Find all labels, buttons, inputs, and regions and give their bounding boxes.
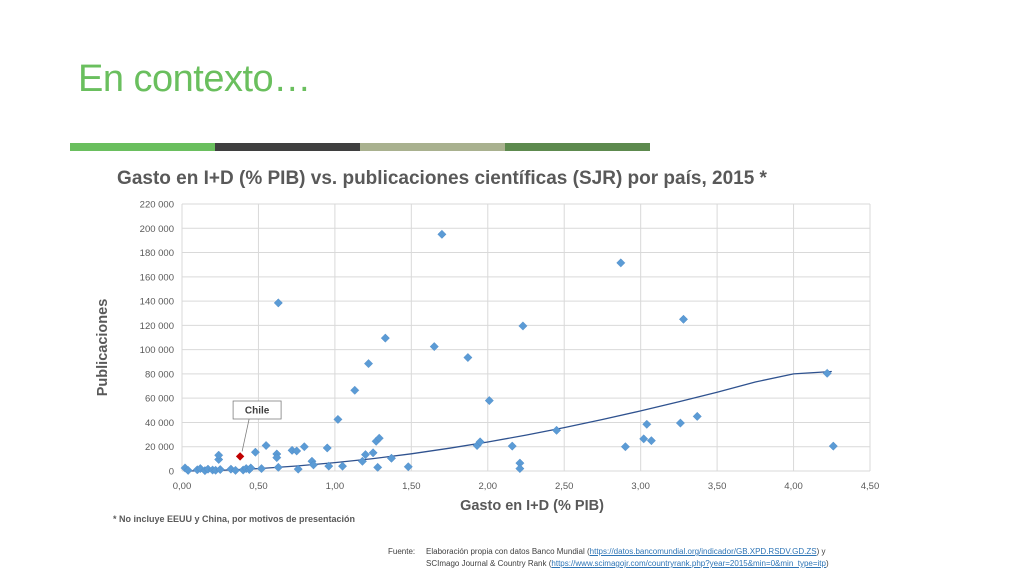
- source-label: Fuente:: [388, 547, 416, 556]
- data-point: [616, 258, 626, 268]
- data-point: [231, 465, 240, 475]
- data-point: [246, 463, 256, 473]
- data-point: [261, 441, 271, 450]
- data-point: [380, 333, 390, 343]
- title-accent-bar: [70, 143, 650, 151]
- data-point: [292, 446, 302, 456]
- data-point: [373, 462, 383, 472]
- callout-leader: [241, 418, 250, 452]
- x-tick-label: 1,50: [402, 481, 421, 492]
- data-point: [299, 442, 309, 452]
- data-point: [357, 456, 367, 466]
- data-point: [257, 464, 266, 474]
- data-point: [475, 437, 485, 447]
- data-point: [368, 448, 378, 458]
- data-point: [828, 441, 838, 451]
- data-point: [822, 368, 832, 378]
- y-tick-label: 140 000: [140, 297, 174, 308]
- data-point: [322, 443, 332, 453]
- data-point: [272, 453, 282, 463]
- data-point: [350, 385, 360, 395]
- scimago-link[interactable]: https://www.scimagojr.com/countryrank.ph…: [551, 559, 826, 568]
- data-point: [429, 342, 439, 352]
- data-point: [273, 462, 283, 472]
- x-tick-label: 3,00: [631, 481, 650, 492]
- y-tick-label: 100 000: [140, 345, 174, 356]
- data-point: [484, 396, 494, 406]
- data-point: [250, 447, 260, 457]
- source-text-1: Elaboración propia con datos Banco Mundi…: [426, 547, 590, 556]
- data-point: [639, 434, 649, 444]
- x-tick-label: 2,00: [479, 481, 498, 492]
- x-tick-label: 1,00: [326, 481, 345, 492]
- worldbank-link[interactable]: https://datos.bancomundial.org/indicador…: [589, 547, 817, 556]
- footnote: * No incluye EEUU y China, por motivos d…: [113, 514, 356, 524]
- slide-title: En contexto…: [78, 58, 311, 100]
- y-tick-label: 180 000: [140, 248, 174, 259]
- source-end-2: ): [825, 559, 829, 568]
- data-point: [338, 461, 348, 471]
- source-note: Fuente: Elaboración propia con datos Banc…: [388, 546, 829, 570]
- x-tick-label: 4,00: [784, 481, 803, 492]
- data-point: [215, 465, 225, 475]
- x-axis-label: Gasto en I+D (% PIB): [460, 498, 604, 514]
- data-point: [374, 433, 384, 443]
- data-point: [620, 442, 630, 452]
- accent-segment-3: [360, 143, 505, 151]
- y-tick-label: 0: [169, 467, 174, 478]
- y-tick-label: 40 000: [145, 418, 174, 429]
- callout-box: [232, 400, 282, 420]
- data-point: [507, 441, 517, 451]
- highlight-label: Chile: [245, 406, 270, 417]
- accent-segment-2: [215, 143, 360, 151]
- data-point: [333, 414, 343, 424]
- x-tick-label: 4,50: [861, 481, 880, 492]
- data-point: [552, 425, 562, 435]
- x-tick-label: 0,00: [173, 481, 192, 492]
- data-point: [214, 450, 224, 460]
- data-point: [364, 359, 374, 369]
- y-tick-label: 20 000: [145, 442, 174, 453]
- data-point: [675, 418, 685, 428]
- data-point: [360, 450, 370, 460]
- y-tick-label: 200 000: [140, 224, 174, 235]
- data-point: [646, 436, 656, 446]
- accent-segment-1: [70, 143, 215, 151]
- data-point: [692, 411, 702, 421]
- data-point: [293, 464, 303, 474]
- y-tick-label: 120 000: [140, 321, 174, 332]
- y-tick-label: 80 000: [145, 369, 174, 380]
- data-point: [386, 453, 396, 463]
- chart-title: Gasto en I+D (% PIB) vs. publicaciones c…: [117, 168, 767, 189]
- y-tick-label: 220 000: [140, 200, 174, 211]
- source-end-1: ) y: [816, 547, 826, 556]
- source-line-2: SCImago Journal & Country Rank (https://…: [388, 558, 829, 570]
- source-line-1: Fuente: Elaboración propia con datos Banc…: [388, 546, 829, 558]
- data-point: [642, 419, 652, 429]
- x-tick-label: 2,50: [555, 481, 574, 492]
- data-point: [324, 461, 334, 471]
- y-tick-label: 160 000: [140, 272, 174, 283]
- data-point: [273, 298, 283, 308]
- data-point: [463, 353, 473, 363]
- x-tick-label: 0,50: [249, 481, 268, 492]
- source-text-2: SCImago Journal & Country Rank (: [426, 559, 552, 568]
- x-tick-label: 3,50: [708, 481, 727, 492]
- data-point: [678, 314, 688, 324]
- y-tick-label: 60 000: [145, 394, 174, 405]
- data-point: [403, 462, 413, 472]
- data-point: [518, 321, 528, 331]
- highlight-point: [235, 452, 245, 461]
- data-point: [437, 229, 447, 239]
- data-point: [309, 460, 318, 470]
- chart-title-wrap: Gasto en I+D (% PIB) vs. publicaciones c…: [0, 168, 1024, 190]
- y-axis-label: Publicaciones: [95, 299, 111, 397]
- data-point: [515, 464, 525, 474]
- accent-segment-4: [505, 143, 650, 151]
- trendline: [189, 370, 832, 472]
- data-point: [183, 465, 193, 475]
